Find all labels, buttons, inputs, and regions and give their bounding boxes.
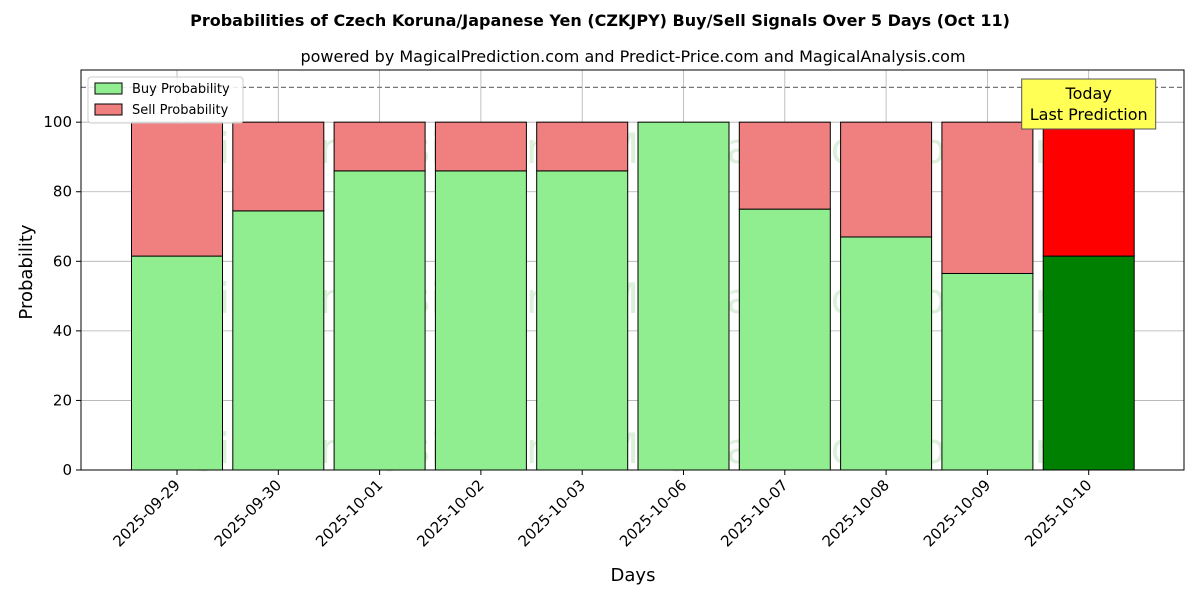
today-annotation: Today Last Prediction [1021, 78, 1157, 130]
y-tick-label: 20 [53, 391, 72, 409]
x-tick-label: 2025-10-09 [920, 476, 994, 550]
bar-sell [333, 121, 426, 172]
x-tick-label: 2025-09-29 [109, 476, 183, 550]
bar-sell [131, 121, 223, 257]
bar-buy [738, 208, 831, 471]
legend-swatch [94, 82, 123, 95]
bar-buy [840, 236, 933, 471]
y-tick-label: 0 [62, 461, 72, 479]
bar-buy [637, 121, 730, 471]
x-tick-label: 2025-10-08 [819, 476, 893, 550]
legend-swatch [94, 103, 123, 116]
plot-frame [80, 69, 1185, 471]
annotation-line1: Today [1065, 84, 1112, 103]
y-axis-ticks: 0 20 40 60 80 100 [43, 113, 81, 479]
y-tick-label: 60 [53, 252, 72, 270]
annotation-line2: Last Prediction [1030, 105, 1148, 124]
bar-buy [434, 170, 527, 471]
legend-box [87, 76, 244, 124]
x-tick-label: 2025-10-03 [515, 476, 589, 550]
bar-sell [738, 121, 831, 210]
bar-sell [941, 121, 1034, 274]
bar-buy [333, 170, 426, 471]
bar-buy [232, 210, 325, 471]
y-axis-label: Probability [16, 224, 37, 319]
bar-buy [131, 255, 223, 471]
bar-buy [1042, 255, 1135, 471]
bar-sell [434, 121, 527, 172]
x-tick-label: 2025-10-07 [717, 476, 791, 550]
bars-layer [131, 121, 1135, 471]
y-tick-label: 40 [53, 322, 72, 340]
x-tick-label: 2025-10-02 [413, 476, 487, 550]
x-tick-label: 2025-10-01 [312, 476, 386, 550]
bar-sell [232, 121, 325, 212]
bar-buy [941, 272, 1034, 471]
y-tick-label: 80 [53, 183, 72, 201]
x-tick-label: 2025-10-06 [616, 476, 690, 550]
x-tick-label: 2025-10-10 [1021, 476, 1095, 550]
chart-subtitle: powered by MagicalPrediction.com and Pre… [300, 47, 965, 66]
chart-title: Probabilities of Czech Koruna/Japanese Y… [190, 11, 1010, 30]
x-axis-label: Days [611, 565, 656, 586]
bar-sell [1042, 121, 1135, 257]
x-tick-label: 2025-09-30 [211, 476, 285, 550]
x-axis-ticks: 2025-09-29 2025-09-30 2025-10-01 2025-10-02… [109, 470, 1096, 550]
y-tick-label: 100 [43, 113, 72, 131]
annotation-box [1021, 78, 1157, 130]
legend: Buy Probability Sell Probability [87, 76, 244, 124]
bar-sell [840, 121, 933, 238]
bar-sell [536, 121, 629, 172]
legend-label: Sell Probability [132, 103, 229, 118]
bar-buy [536, 170, 629, 471]
legend-label: Buy Probability [132, 82, 230, 97]
